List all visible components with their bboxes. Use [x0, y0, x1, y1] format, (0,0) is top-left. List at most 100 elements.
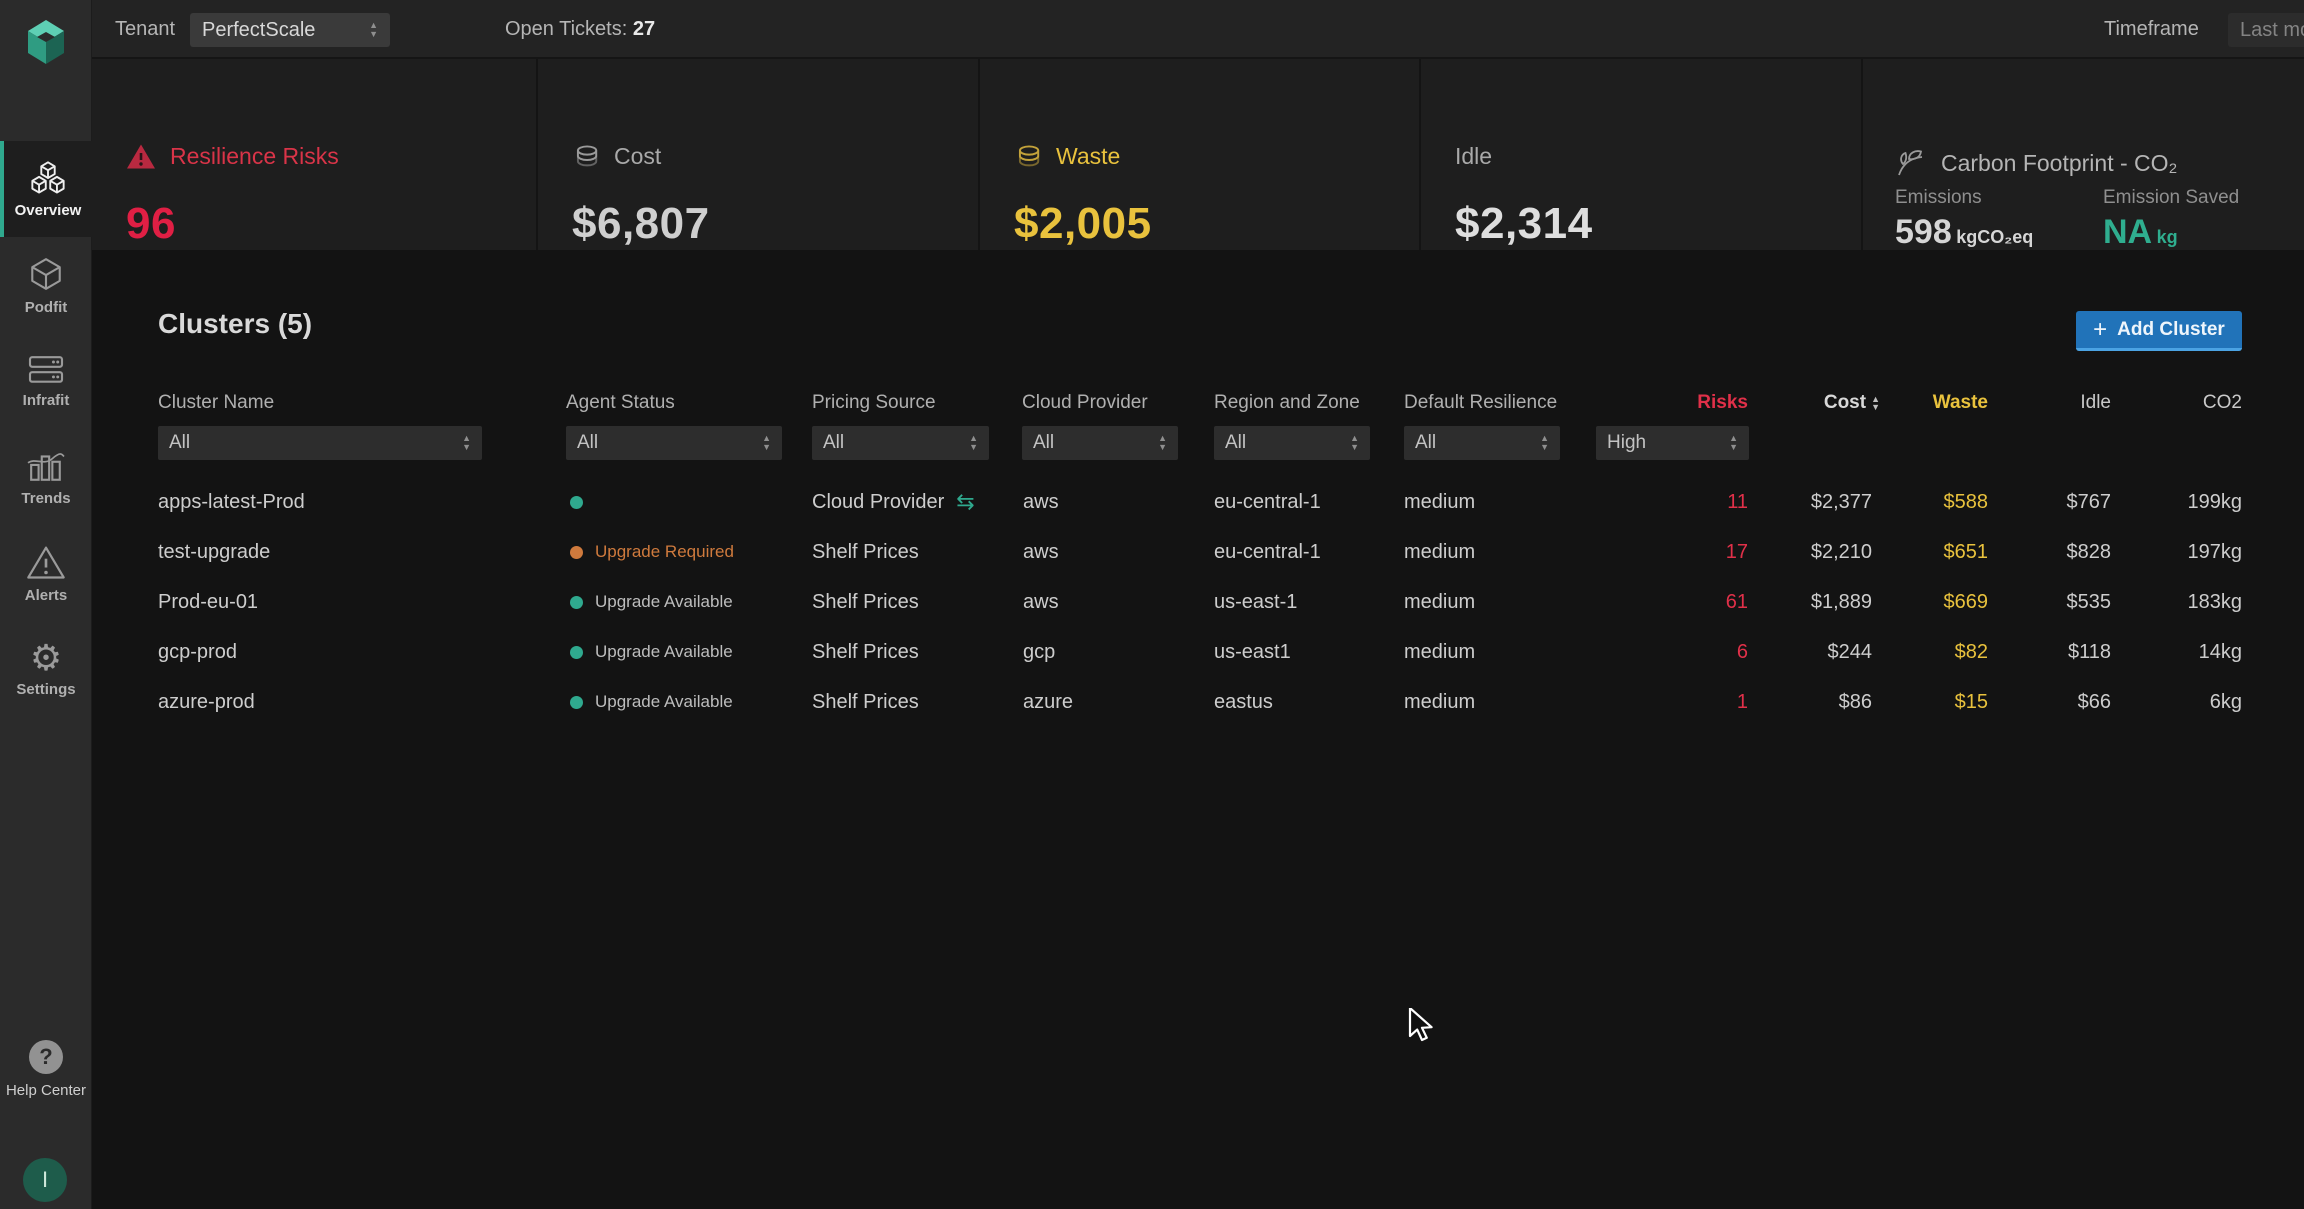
cluster-name-cell[interactable]: Prod-eu-01	[158, 591, 259, 613]
cluster-name-cell[interactable]: azure-prod	[158, 691, 255, 713]
table-row[interactable]: test-upgrade Upgrade Required Shelf Pric…	[0, 527, 2304, 577]
carbon-footprint-card[interactable]: Carbon Footprint - CO₂ Emissions 598 kgC…	[1863, 59, 2304, 252]
idle-cell: $535	[2066, 591, 2112, 613]
tenant-selected-value: PerfectScale	[202, 18, 316, 41]
column-header-risks[interactable]: Risks	[1697, 392, 1748, 413]
cost-cell: $86	[1838, 691, 1872, 713]
waste-label: Waste	[1056, 143, 1121, 169]
chevron-updown-icon: ▲ ▼	[462, 433, 471, 452]
agent-status-cell: Upgrade Available	[570, 577, 733, 627]
pricing-source-cell: Shelf Prices	[812, 677, 919, 727]
waste-cell: $82	[1954, 641, 1988, 663]
filter-region-zone[interactable]: All ▲ ▼	[1214, 426, 1370, 460]
co2-cell: 14kg	[2198, 641, 2242, 663]
column-header-cloud-provider: Cloud Provider	[1022, 392, 1148, 413]
risks-cell: 1	[1736, 691, 1748, 713]
plus-icon: +	[2093, 315, 2108, 343]
sidebar-item-label: Infrafit	[22, 391, 70, 409]
avatar-initial: I	[41, 1167, 49, 1192]
agent-status-cell: Upgrade Available	[570, 627, 733, 677]
sidebar-item-alerts[interactable]: Alerts	[0, 525, 92, 621]
chevron-updown-icon: ▲ ▼	[1540, 433, 1549, 452]
column-header-default-resilience: Default Resilience	[1404, 392, 1558, 413]
agent-status-text: Upgrade Available	[595, 592, 733, 611]
sidebar-item-infrafit[interactable]: Infrafit	[0, 333, 92, 429]
column-header-co2[interactable]: CO2	[2202, 392, 2242, 413]
cost-header-label: Cost	[1823, 392, 1867, 413]
cluster-name-cell[interactable]: apps-latest-Prod	[158, 491, 305, 513]
filter-pricing-source[interactable]: All ▲ ▼	[812, 426, 989, 460]
column-header-cost[interactable]: Cost ▲ ▼	[1702, 392, 1880, 414]
emissions-label: Emissions	[1895, 187, 1982, 208]
column-header-waste[interactable]: Waste	[1932, 392, 1988, 413]
help-center[interactable]: ? Help Center	[0, 1040, 92, 1099]
sidebar-item-podfit[interactable]: Podfit	[0, 237, 92, 333]
waste-cell: $669	[1943, 591, 1989, 613]
add-cluster-button[interactable]: + Add Cluster	[2076, 311, 2242, 351]
column-header-agent-status: Agent Status	[566, 392, 675, 413]
sidebar-item-trends[interactable]: Trends	[0, 429, 92, 525]
pricing-source-text: Shelf Prices	[812, 541, 919, 563]
cube-icon	[31, 257, 61, 290]
idle-card[interactable]: Idle $2,314	[1421, 59, 1861, 250]
pricing-source-text: Shelf Prices	[812, 691, 919, 713]
table-row[interactable]: gcp-prod Upgrade Available Shelf Prices …	[0, 627, 2304, 677]
filter-cloud-provider[interactable]: All ▲ ▼	[1022, 426, 1178, 460]
bar-chart-icon	[27, 452, 65, 481]
pricing-source-text: Shelf Prices	[812, 591, 919, 613]
cluster-name-cell[interactable]: gcp-prod	[158, 641, 237, 663]
filter-risks[interactable]: High ▲ ▼	[1596, 426, 1749, 460]
waste-card[interactable]: Waste $2,005	[980, 59, 1419, 250]
region-zone-cell: us-east-1	[1214, 591, 1298, 613]
cost-cell: $2,377	[1810, 491, 1872, 513]
chevron-updown-icon: ▲ ▼	[1350, 433, 1359, 452]
timeframe-select[interactable]: Last month ▲▼	[2228, 13, 2304, 47]
filter-cluster-name[interactable]: All ▲ ▼	[158, 426, 482, 460]
pricing-source-cell: Shelf Prices	[812, 627, 919, 677]
idle-cell: $118	[2067, 641, 2111, 663]
emissions-unit: kgCO₂eq	[1956, 227, 2034, 247]
resilience-cell: medium	[1404, 641, 1476, 663]
open-tickets-value: 27	[632, 18, 656, 40]
region-zone-cell: us-east1	[1214, 641, 1291, 663]
sidebar-item-label: Alerts	[24, 586, 68, 604]
emission-saved-value: NA	[2103, 213, 2153, 251]
user-avatar[interactable]: I	[23, 1158, 67, 1202]
resilience-risks-value: 96	[126, 199, 176, 248]
sidebar-item-settings[interactable]: ⚙ Settings	[0, 621, 92, 717]
cloud-provider-cell: aws	[1023, 591, 1059, 613]
swap-arrows-icon[interactable]: ⇆	[956, 489, 975, 514]
brand-logo[interactable]	[0, 12, 92, 76]
table-row[interactable]: Prod-eu-01 Upgrade Available Shelf Price…	[0, 577, 2304, 627]
cost-card[interactable]: Cost $6,807	[538, 59, 978, 250]
emission-saved-stat: Emission Saved NA kg	[2103, 187, 2239, 252]
waste-cell: $15	[1954, 691, 1988, 713]
help-center-label: Help Center	[5, 1082, 87, 1099]
sidebar-item-overview[interactable]: Overview	[0, 141, 92, 237]
open-tickets: Open Tickets: 27	[505, 18, 655, 41]
table-row[interactable]: azure-prod Upgrade Available Shelf Price…	[0, 677, 2304, 727]
chevron-updown-icon: ▲ ▼	[1729, 433, 1738, 452]
sort-icon: ▲ ▼	[1871, 393, 1880, 412]
cluster-name-cell[interactable]: test-upgrade	[158, 541, 271, 563]
column-header-region-zone: Region and Zone	[1214, 392, 1360, 413]
risk-warning-icon	[127, 144, 155, 169]
cost-cell: $1,889	[1810, 591, 1872, 613]
filter-agent-status[interactable]: All ▲ ▼	[566, 426, 782, 460]
question-mark-icon: ?	[29, 1040, 63, 1074]
mouse-cursor	[1408, 1008, 1433, 1042]
cost-label: Cost	[614, 143, 662, 169]
chevron-updown-icon: ▲ ▼	[969, 433, 978, 452]
tenant-select[interactable]: PerfectScale ▲ ▼	[190, 13, 390, 47]
cloud-provider-cell: aws	[1023, 541, 1059, 563]
filter-value: All	[169, 432, 191, 453]
filter-default-resilience[interactable]: All ▲ ▼	[1404, 426, 1560, 460]
agent-status-cell: Upgrade Available	[570, 677, 733, 727]
resilience-risks-card[interactable]: Resilience Risks 96	[92, 59, 536, 250]
table-row[interactable]: apps-latest-Prod Cloud Provider ⇆ aws eu…	[0, 477, 2304, 527]
add-cluster-label: Add Cluster	[2117, 318, 2225, 340]
column-header-idle[interactable]: Idle	[2080, 392, 2111, 413]
idle-cell: $66	[2077, 691, 2111, 713]
region-zone-cell: eu-central-1	[1214, 491, 1321, 513]
